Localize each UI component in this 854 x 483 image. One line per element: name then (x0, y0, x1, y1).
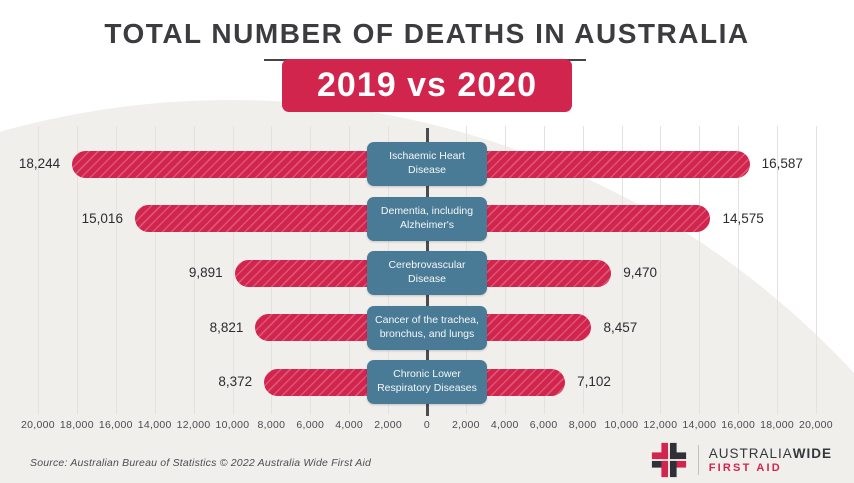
axis-tick-label: 8,000 (568, 419, 597, 431)
value-label-2020: 7,102 (577, 374, 611, 389)
grid-line (699, 126, 701, 414)
value-label-2019: 8,821 (209, 319, 244, 335)
category-label-box: Ischaemic Heart Disease (367, 142, 487, 186)
grid-line (154, 126, 156, 414)
source-attribution: Source: Australian Bureau of Statistics … (30, 457, 372, 469)
brand-name: AUSTRALIAWIDE (709, 446, 832, 461)
brand-name-bold: WIDE (792, 446, 832, 461)
axis-tick-label: 16,000 (721, 419, 756, 431)
grid-line (816, 126, 817, 414)
grid-line (38, 126, 39, 414)
axis-tick-label: 12,000 (643, 419, 678, 431)
value-label-2019: 18,244 (18, 156, 61, 171)
axis-tick-label: 4,000 (490, 419, 519, 431)
logo-divider (697, 445, 699, 475)
axis-tick-label: 16,000 (98, 419, 133, 431)
brand-subtitle: FIRST AID (708, 462, 782, 474)
axis-tick-label: 8,000 (257, 419, 286, 431)
category-label-box: Cerebrovascular Disease (367, 251, 487, 295)
axis-tick-label: 2,000 (452, 419, 480, 431)
axis-tick-label: 2,000 (374, 419, 402, 431)
axis-tick-label: 6,000 (296, 419, 325, 431)
axis-tick-label: 12,000 (176, 419, 211, 431)
value-label-2020: 8,457 (603, 319, 638, 335)
axis-tick-label: 4,000 (335, 419, 364, 431)
axis-tick-label: 14,000 (682, 419, 717, 431)
axis-tick-label: 0 (423, 419, 431, 431)
axis-tick-label: 20,000 (799, 419, 833, 431)
grid-line (777, 126, 779, 414)
axis-tick-label: 20,000 (21, 419, 55, 431)
axis-tick-label: 6,000 (529, 419, 558, 431)
axis-tick-label: 18,000 (59, 419, 94, 431)
logo-text-block: AUSTRALIAWIDE FIRST AID (709, 446, 832, 474)
value-label-2019: 9,891 (188, 265, 223, 280)
axis-tick-label: 18,000 (760, 419, 795, 431)
value-label-2019: 15,016 (81, 210, 123, 226)
axis-tick-label: 14,000 (137, 419, 172, 431)
brand-logo: AUSTRALIAWIDE FIRST AID (650, 441, 832, 479)
value-label-2020: 9,470 (623, 265, 657, 280)
grid-line (738, 126, 740, 414)
grid-line (115, 126, 117, 414)
value-label-2020: 14,575 (722, 210, 764, 226)
page-title: TOTAL NUMBER OF DEATHS IN AUSTRALIA (104, 18, 750, 49)
axis-tick-label: 10,000 (604, 419, 639, 431)
value-label-2019: 8,372 (218, 374, 253, 389)
value-label-2020: 16,587 (761, 156, 803, 171)
grid-line (621, 126, 623, 414)
category-label-box: Chronic Lower Respiratory Diseases (367, 360, 487, 404)
subtitle-banner: 2019 vs 2020 (282, 59, 572, 112)
grid-line (76, 126, 78, 414)
grid-line (193, 126, 195, 414)
first-aid-cross-icon (651, 442, 686, 478)
axis-tick-label: 10,000 (215, 419, 250, 431)
subtitle-banner-label: 2019 vs 2020 (317, 66, 537, 104)
category-label-box: Cancer of the trachea, bronchus, and lun… (367, 305, 487, 350)
grid-line (232, 126, 234, 414)
grid-line (660, 126, 662, 414)
brand-name-regular: AUSTRALIA (708, 446, 793, 461)
category-label-box: Dementia, including Alzheimer's (367, 196, 487, 241)
